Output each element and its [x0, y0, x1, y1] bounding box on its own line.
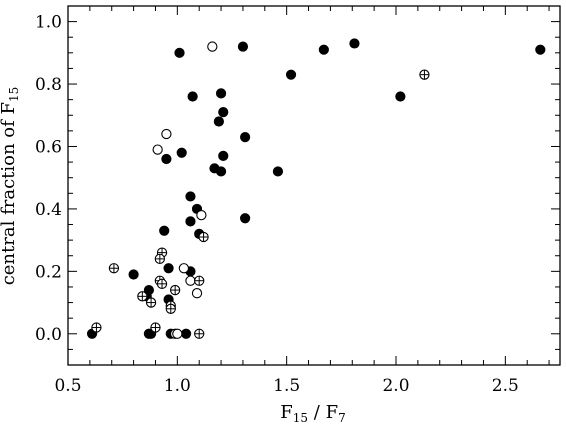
filled-point	[176, 147, 187, 158]
y-tick-label: 0.0	[35, 325, 62, 345]
y-tick-label: 0.4	[35, 200, 62, 220]
filled-point	[185, 216, 196, 227]
filled-point	[535, 44, 546, 55]
crossed-point	[145, 297, 157, 308]
filled-point	[163, 263, 174, 274]
crossed-point	[150, 322, 161, 333]
filled-point	[240, 132, 251, 143]
crossed-point	[198, 231, 209, 243]
open-point	[172, 328, 183, 339]
x-axis-label: F15 / F7	[280, 402, 345, 425]
filled-point	[187, 91, 198, 102]
filled-point	[218, 107, 229, 118]
y-axis-ticks: 0.0 0.2 0.4 0.6 0.8 1.0	[35, 5, 560, 366]
filled-point	[218, 150, 229, 161]
filled-point	[240, 213, 251, 224]
x-tick-label: 2.5	[492, 376, 519, 396]
filled-point	[215, 88, 227, 99]
open-point	[152, 144, 163, 155]
y-tick-label: 0.6	[35, 137, 62, 157]
crossed-point	[419, 69, 430, 80]
filled-point	[272, 166, 284, 177]
open-point	[185, 275, 196, 286]
data-points	[86, 38, 546, 339]
open-point	[178, 263, 190, 274]
x-tick-label: 2.0	[382, 376, 409, 396]
open-point	[196, 210, 207, 221]
x-tick-label: 1.5	[273, 376, 300, 396]
crossed-point	[165, 303, 176, 314]
crossed-point	[194, 328, 205, 339]
open-point	[191, 288, 203, 299]
crossed-point	[154, 253, 165, 265]
crossed-point	[194, 275, 205, 286]
filled-point	[180, 328, 192, 339]
filled-point	[237, 41, 249, 52]
x-axis-ticks: 0.5 1.0 1.5 2.0 2.5	[54, 6, 550, 396]
y-tick-label: 0.2	[35, 262, 62, 282]
y-axis-label: central fraction of F15	[0, 87, 21, 286]
x-tick-label: 1.0	[164, 376, 191, 396]
filled-point	[213, 116, 224, 127]
filled-point	[161, 153, 172, 165]
filled-point	[215, 166, 227, 177]
filled-point	[395, 91, 406, 102]
y-tick-label: 0.8	[35, 75, 62, 95]
crossed-point	[156, 278, 168, 289]
filled-point	[285, 69, 297, 80]
open-point	[161, 128, 172, 140]
crossed-point	[91, 322, 102, 333]
filled-point	[349, 38, 360, 49]
filled-point	[159, 225, 170, 236]
plot-frame	[67, 5, 561, 366]
crossed-point	[169, 284, 181, 296]
crossed-point	[137, 291, 148, 302]
filled-point	[185, 191, 196, 202]
filled-point	[318, 44, 329, 55]
filled-point	[128, 269, 139, 280]
open-point	[207, 41, 218, 52]
x-tick-label: 0.5	[54, 376, 81, 396]
crossed-point	[108, 263, 120, 274]
y-tick-label: 1.0	[35, 13, 62, 33]
filled-point	[174, 47, 185, 58]
